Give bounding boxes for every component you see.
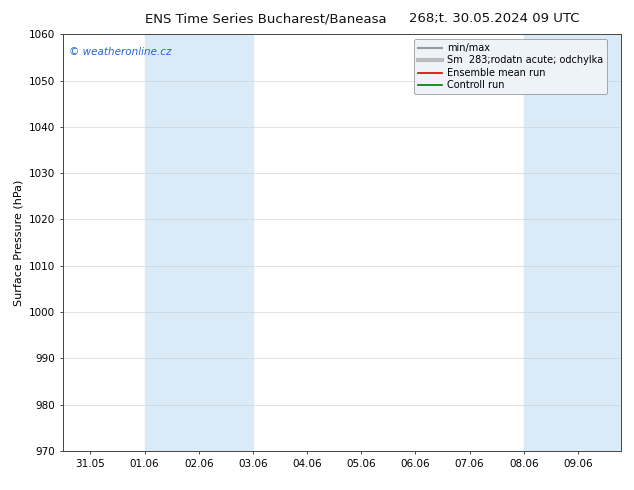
Y-axis label: Surface Pressure (hPa): Surface Pressure (hPa) bbox=[13, 179, 23, 306]
Legend: min/max, Sm  283;rodatn acute; odchylka, Ensemble mean run, Controll run: min/max, Sm 283;rodatn acute; odchylka, … bbox=[414, 39, 607, 94]
Text: 268;t. 30.05.2024 09 UTC: 268;t. 30.05.2024 09 UTC bbox=[410, 12, 579, 25]
Text: © weatheronline.cz: © weatheronline.cz bbox=[69, 47, 171, 57]
Text: ENS Time Series Bucharest/Baneasa: ENS Time Series Bucharest/Baneasa bbox=[145, 12, 387, 25]
Bar bbox=[145, 34, 253, 451]
Bar bbox=[524, 34, 621, 451]
